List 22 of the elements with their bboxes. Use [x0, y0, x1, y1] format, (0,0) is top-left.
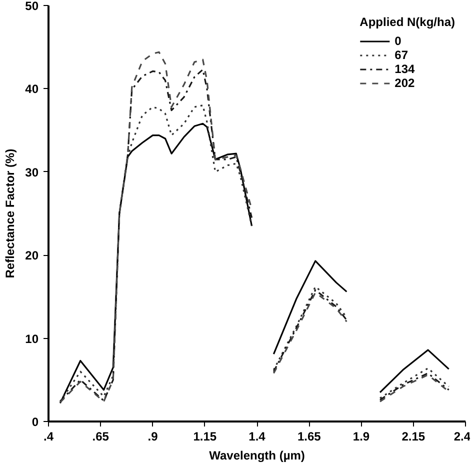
y-tick-label: 40 [25, 82, 39, 96]
legend-label: 134 [394, 62, 415, 76]
x-tick-label: .9 [148, 430, 158, 444]
y-tick-label: 0 [32, 415, 39, 429]
y-tick-label: 10 [25, 332, 39, 346]
x-tick-label: 1.4 [248, 430, 266, 444]
y-tick-label: 30 [25, 165, 39, 180]
y-tick-label: 50 [25, 0, 39, 13]
legend-label: 202 [394, 76, 415, 90]
x-tick-label: 1.65 [297, 430, 322, 444]
x-tick-label: 2.4 [454, 430, 471, 444]
x-axis-title: Wavelength (µm) [209, 448, 305, 462]
x-tick-label: .65 [92, 430, 110, 444]
x-tick-label: .4 [43, 430, 54, 444]
x-tick-label: 2.15 [402, 430, 426, 444]
legend-label: 0 [394, 34, 402, 48]
legend-label: 67 [394, 48, 410, 62]
y-axis-title: Reflectance Factor (%) [3, 148, 18, 278]
y-tick-label: 20 [25, 248, 39, 263]
x-tick-label: 1.15 [193, 430, 217, 444]
legend-title: Applied N(kg/ha) [360, 15, 455, 29]
x-tick-label: 1.9 [352, 430, 370, 444]
